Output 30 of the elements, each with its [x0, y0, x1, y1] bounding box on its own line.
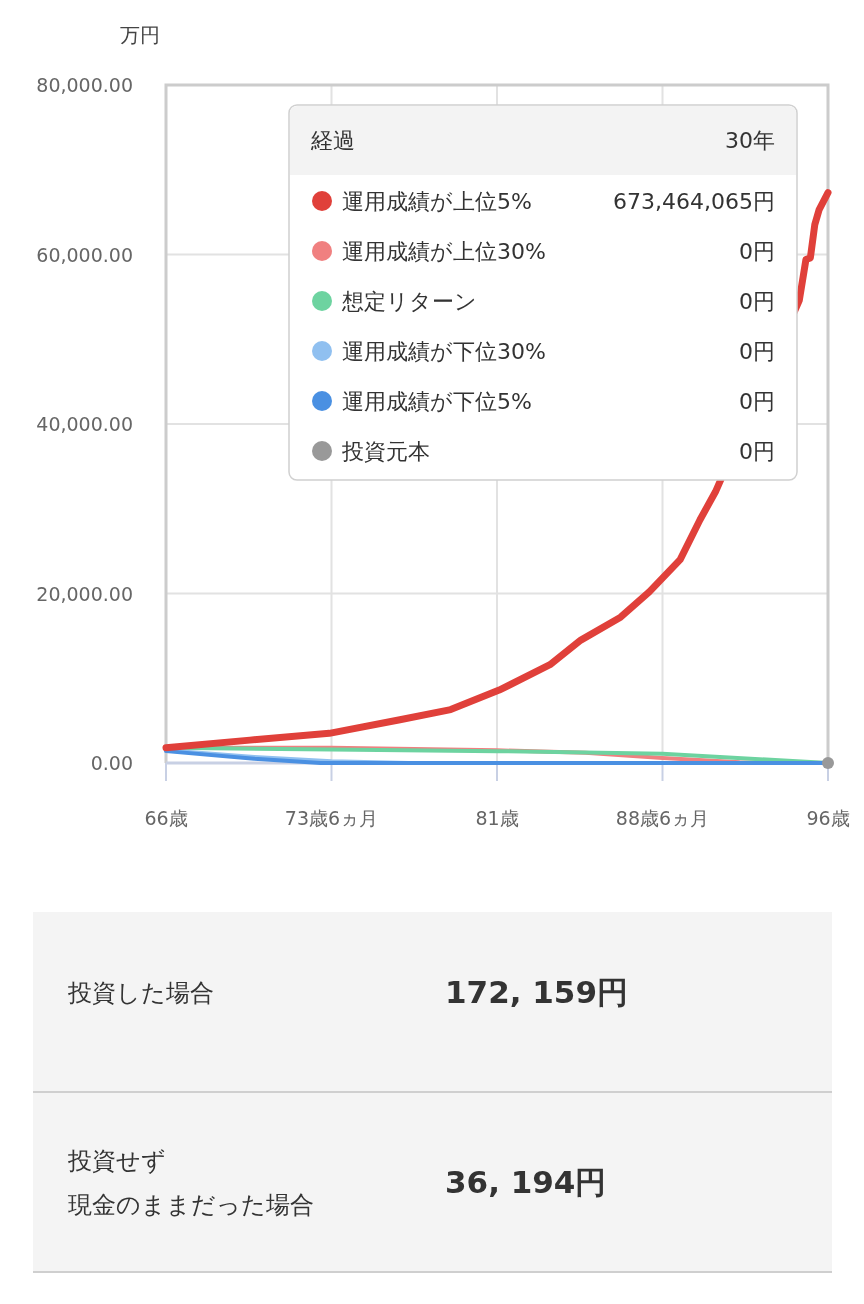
legend-label: 投資元本 — [341, 439, 430, 464]
legend-label: 運用成績が上位5% — [342, 189, 532, 214]
x-tick-label: 66歳 — [144, 807, 188, 829]
annotation: 0円 — [739, 339, 775, 364]
text: 現金のままだった場合 — [68, 1191, 314, 1219]
annotation: 0円 — [739, 439, 775, 464]
text: 172, 159円 — [445, 974, 628, 1010]
annotation: 0円 — [739, 289, 775, 314]
legend-label: 運用成績が上位30% — [342, 239, 546, 264]
annotation: 673,464,065円 — [613, 189, 775, 214]
x-tick-label: 73歳6ヵ月 — [284, 807, 379, 829]
x-tick-label: 81歳 — [475, 807, 519, 829]
y-tick-label: 0.00 — [90, 752, 133, 774]
text: 投資した場合 — [67, 979, 214, 1007]
legend-label: 想定リターン — [341, 289, 477, 314]
y-tick-label: 80,000.00 — [36, 74, 133, 96]
x-tick-label: 88歳6ヵ月 — [615, 807, 710, 829]
text: 投資せず — [67, 1147, 166, 1175]
y-axis-title: 万円 — [120, 23, 160, 47]
y-tick-label: 40,000.00 — [36, 413, 133, 435]
annotation: 経過 — [310, 128, 355, 153]
y-tick-label: 60,000.00 — [36, 243, 133, 266]
annotation: 30年 — [725, 128, 775, 153]
annotation: 0円 — [739, 389, 775, 414]
legend-label: 運用成績が下位30% — [342, 339, 546, 364]
y-tick-label: 20,000.00 — [36, 582, 133, 605]
annotation: 0円 — [739, 239, 775, 264]
text: 36, 194円 — [445, 1164, 607, 1200]
legend-label: 運用成績が下位5% — [342, 389, 532, 414]
x-tick-label: 96歳 — [806, 807, 850, 829]
